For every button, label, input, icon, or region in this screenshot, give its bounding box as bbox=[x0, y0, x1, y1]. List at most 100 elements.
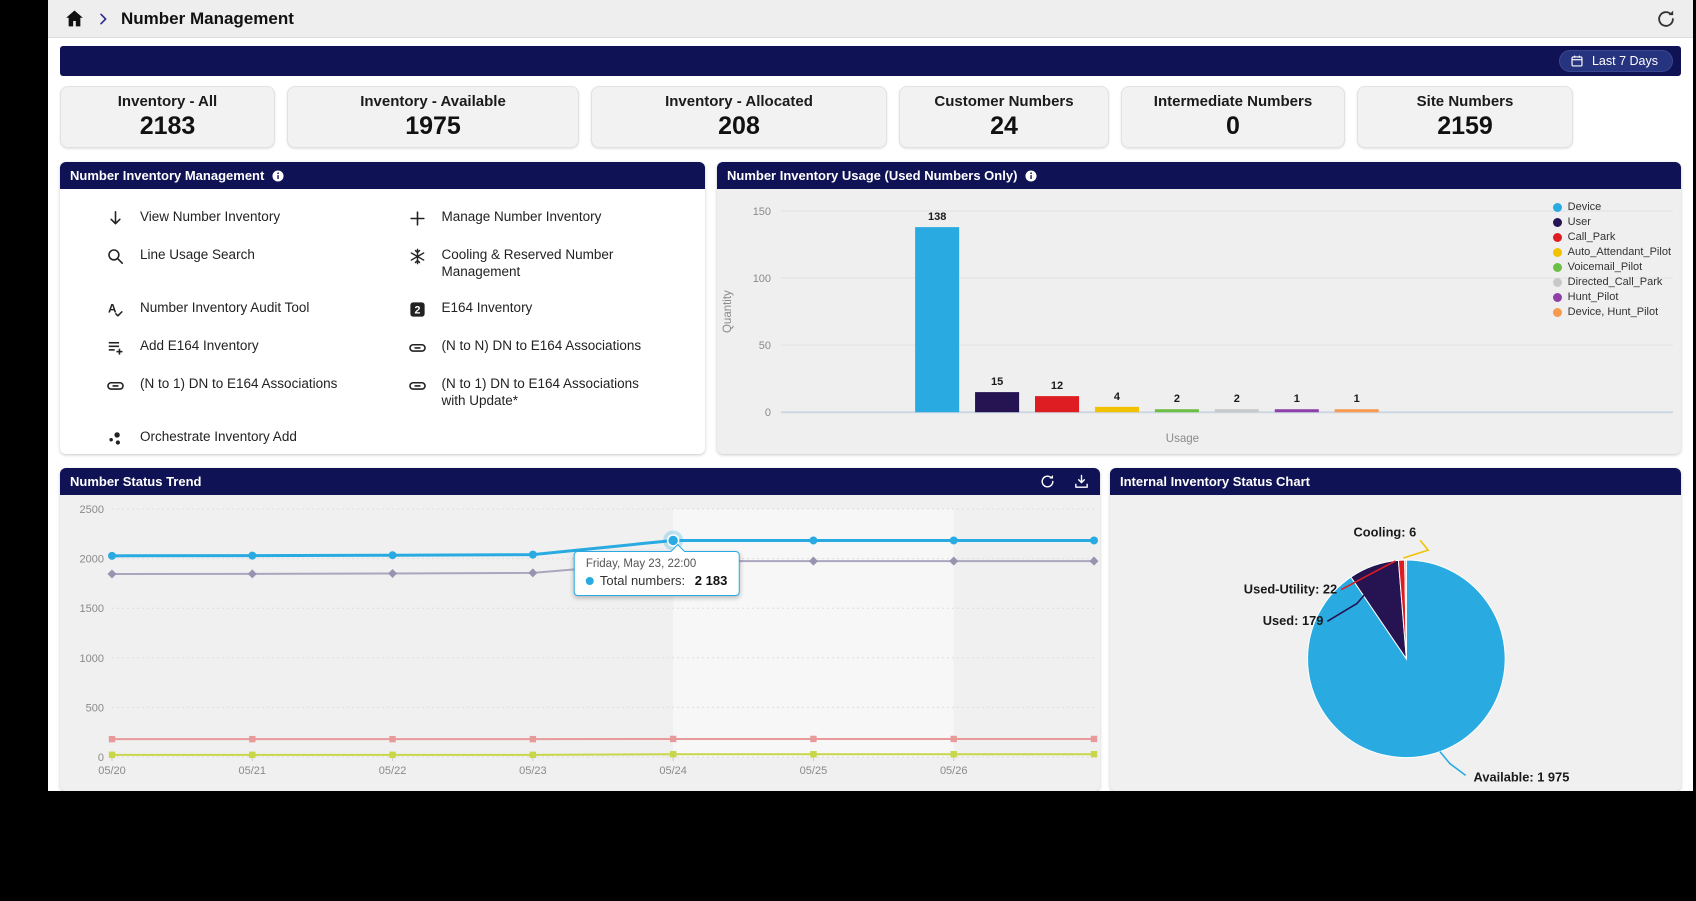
kpi-card: Inventory - Allocated 208 bbox=[591, 86, 887, 148]
action-link[interactable]: 2 E164 Inventory bbox=[408, 300, 696, 319]
svg-text:1000: 1000 bbox=[80, 653, 104, 665]
kpi-card: Inventory - Available 1975 bbox=[287, 86, 579, 148]
svg-text:05/20: 05/20 bbox=[98, 765, 126, 777]
legend-dot bbox=[1552, 292, 1562, 302]
chart-tooltip: Friday, May 23, 22:00 Total numbers: 2 1… bbox=[573, 544, 740, 597]
snowflake-icon bbox=[408, 247, 427, 266]
date-range-button[interactable]: Last 7 Days bbox=[1558, 50, 1673, 72]
tooltip-series-label: Total numbers: bbox=[599, 573, 689, 589]
legend-dot bbox=[1552, 232, 1562, 242]
svg-text:0: 0 bbox=[98, 752, 104, 764]
usage-bar-chart[interactable]: Device User Call_Park Auto_Attendant_Pilot V… bbox=[717, 189, 1681, 454]
legend-label: Voicemail_Pilot bbox=[1567, 261, 1643, 273]
kpi-label: Intermediate Numbers bbox=[1153, 93, 1313, 110]
legend-item[interactable]: Auto_Attendant_Pilot bbox=[1552, 246, 1671, 258]
legend-item[interactable]: Directed_Call_Park bbox=[1552, 276, 1671, 288]
action-link[interactable]: Add E164 Inventory bbox=[106, 338, 394, 357]
action-link[interactable]: View Number Inventory bbox=[106, 209, 394, 228]
pie-panel-header: Internal Inventory Status Chart bbox=[1110, 468, 1681, 495]
svg-text:05/21: 05/21 bbox=[239, 765, 267, 777]
link-icon bbox=[106, 376, 125, 395]
page-refresh-icon[interactable] bbox=[1655, 8, 1677, 30]
usage-chart-legend: Device User Call_Park Auto_Attendant_Pilot V… bbox=[1552, 201, 1671, 318]
svg-text:Quantity: Quantity bbox=[722, 290, 734, 333]
chevron-right-icon bbox=[95, 11, 111, 27]
number-inventory-management-panel: Number Inventory Management View Number … bbox=[60, 162, 705, 454]
svg-text:138: 138 bbox=[928, 211, 946, 223]
action-label: E164 Inventory bbox=[441, 299, 533, 315]
legend-item[interactable]: Hunt_Pilot bbox=[1552, 291, 1671, 303]
tooltip-date: Friday, May 23, 22:00 bbox=[585, 558, 697, 571]
plus-icon bbox=[408, 209, 427, 228]
action-link[interactable]: Line Usage Search bbox=[106, 247, 394, 281]
action-link[interactable]: (N to N) DN to E164 Associations bbox=[408, 338, 696, 357]
action-link[interactable]: Orchestrate Inventory Add bbox=[106, 429, 394, 448]
legend-item[interactable]: Device bbox=[1552, 201, 1671, 213]
legend-item[interactable]: User bbox=[1552, 216, 1671, 228]
home-icon[interactable] bbox=[64, 8, 85, 29]
tooltip-series-dot bbox=[585, 576, 594, 585]
svg-text:15: 15 bbox=[991, 376, 1003, 388]
kpi-row: Inventory - All 2183 Inventory - Available… bbox=[60, 86, 1681, 148]
svg-text:05/23: 05/23 bbox=[519, 765, 547, 777]
action-label: Cooling & Reserved Number Management bbox=[441, 247, 614, 279]
action-label: Line Usage Search bbox=[140, 247, 255, 262]
svg-text:12: 12 bbox=[1051, 380, 1063, 392]
action-label: (N to N) DN to E164 Associations bbox=[441, 337, 642, 353]
date-range-label: Last 7 Days bbox=[1591, 54, 1658, 68]
action-link[interactable]: Cooling & Reserved Number Management bbox=[408, 247, 696, 281]
action-link[interactable]: (N to 1) DN to E164 Associations bbox=[106, 376, 394, 410]
legend-item[interactable]: Call_Park bbox=[1552, 231, 1671, 243]
action-link[interactable]: A Number Inventory Audit Tool bbox=[106, 300, 394, 319]
kpi-label: Inventory - All bbox=[117, 93, 218, 110]
usage-panel-title: Number Inventory Usage (Used Numbers Onl… bbox=[727, 168, 1018, 183]
action-label: Manage Number Inventory bbox=[441, 209, 602, 224]
pie-panel-title: Internal Inventory Status Chart bbox=[1120, 474, 1310, 489]
kpi-value: 1975 bbox=[405, 112, 461, 140]
inventory-pie-chart[interactable]: Available: 1 975 Used: 179 Used-Utility: 2… bbox=[1110, 495, 1681, 791]
info-icon[interactable] bbox=[1024, 169, 1038, 183]
legend-dot bbox=[1552, 262, 1562, 272]
action-label: (N to 1) DN to E164 Associations with Up… bbox=[441, 375, 639, 408]
action-link[interactable]: Manage Number Inventory bbox=[408, 209, 696, 228]
management-panel-header: Number Inventory Management bbox=[60, 162, 705, 189]
kpi-card: Inventory - All 2183 bbox=[60, 86, 275, 148]
internal-inventory-status-panel: Internal Inventory Status Chart Availabl… bbox=[1110, 468, 1681, 791]
trend-refresh-icon[interactable] bbox=[1039, 473, 1056, 490]
svg-text:Cooling: 6: Cooling: 6 bbox=[1354, 524, 1417, 539]
legend-label: Device bbox=[1567, 201, 1602, 213]
svg-text:2000: 2000 bbox=[80, 554, 104, 566]
legend-label: Directed_Call_Park bbox=[1567, 276, 1663, 288]
number-management-app: Number Management Last 7 Days Inventory … bbox=[48, 0, 1693, 791]
kpi-value: 2183 bbox=[139, 112, 196, 140]
svg-text:0: 0 bbox=[765, 407, 771, 419]
usage-panel-header: Number Inventory Usage (Used Numbers Onl… bbox=[717, 162, 1681, 189]
kpi-label: Inventory - Allocated bbox=[665, 93, 813, 110]
svg-text:1500: 1500 bbox=[80, 603, 104, 615]
svg-text:05/26: 05/26 bbox=[940, 765, 968, 777]
svg-text:05/25: 05/25 bbox=[800, 765, 828, 777]
trend-line-chart[interactable]: Friday, May 23, 22:00 Total numbers: 2 1… bbox=[60, 495, 1100, 791]
kpi-card: Intermediate Numbers 0 bbox=[1121, 86, 1345, 148]
kpi-card: Site Numbers 2159 bbox=[1357, 86, 1573, 148]
svg-text:Used: 179: Used: 179 bbox=[1263, 613, 1324, 628]
svg-text:1: 1 bbox=[1294, 393, 1300, 405]
legend-dot bbox=[1552, 247, 1562, 257]
audit-icon: A bbox=[106, 300, 125, 319]
info-icon[interactable] bbox=[271, 169, 285, 183]
svg-text:A: A bbox=[108, 301, 117, 315]
legend-item[interactable]: Voicemail_Pilot bbox=[1552, 261, 1671, 273]
page-title: Number Management bbox=[121, 8, 294, 28]
trend-download-icon[interactable] bbox=[1073, 473, 1090, 490]
action-label: Orchestrate Inventory Add bbox=[140, 428, 297, 444]
action-label: (N to 1) DN to E164 Associations bbox=[140, 375, 338, 391]
svg-text:2: 2 bbox=[1174, 393, 1180, 405]
legend-item[interactable]: Device, Hunt_Pilot bbox=[1552, 306, 1671, 318]
kpi-value: 208 bbox=[718, 112, 760, 140]
action-link[interactable]: (N to 1) DN to E164 Associations with Up… bbox=[408, 376, 696, 410]
svg-text:2: 2 bbox=[1234, 393, 1240, 405]
number-status-trend-panel: Number Status Trend Friday, May 23, 22:0… bbox=[60, 468, 1100, 791]
management-panel-title: Number Inventory Management bbox=[70, 168, 265, 183]
legend-label: User bbox=[1567, 216, 1591, 228]
svg-text:05/24: 05/24 bbox=[659, 765, 687, 777]
